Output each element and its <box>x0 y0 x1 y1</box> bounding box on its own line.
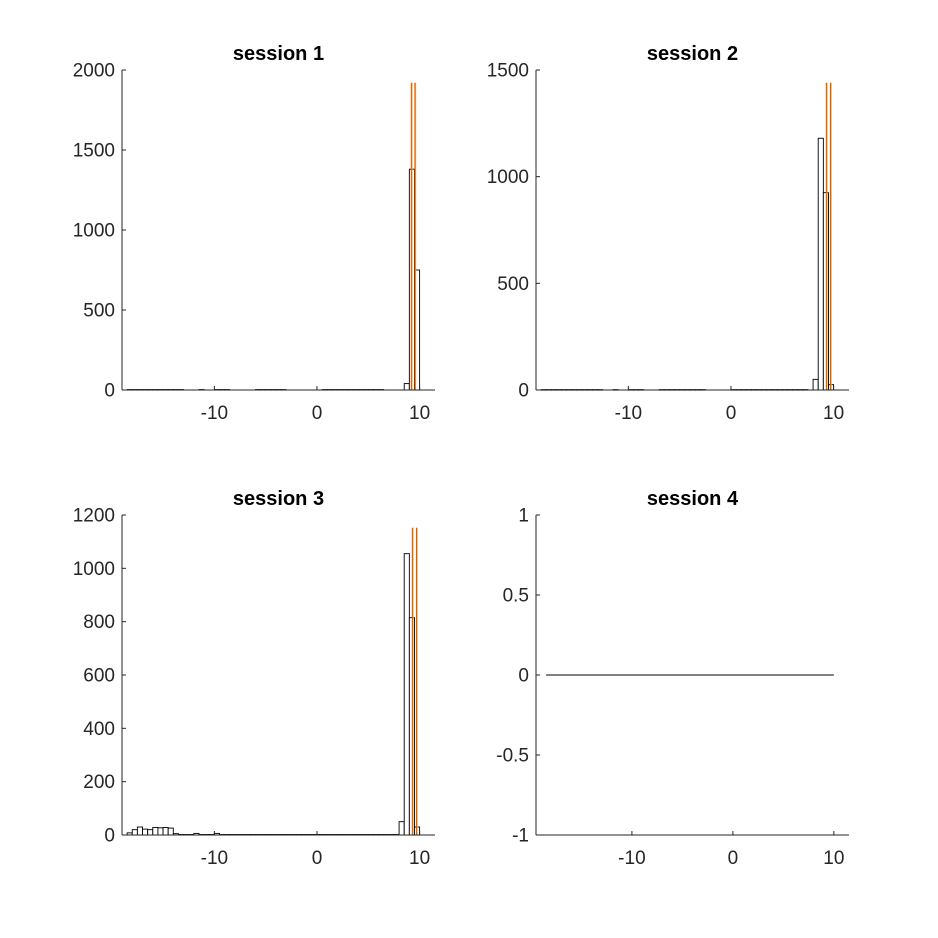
y-tick-label: 1500 <box>73 141 115 162</box>
subplot-3: session 3 0 200 400 600 800 1000 1200 -10 0 10 <box>73 488 435 869</box>
y-tick-label: 500 <box>83 301 115 322</box>
x-tick-label: 10 <box>409 848 430 869</box>
y-tick-label: 0 <box>104 826 115 847</box>
y-tick-label: 200 <box>83 772 115 793</box>
x-tick-label: 10 <box>823 848 844 869</box>
histogram-bar <box>147 829 154 836</box>
y-tick-label: 1500 <box>487 61 529 82</box>
x-tick-label: 0 <box>312 403 323 424</box>
y-tick-label: 2000 <box>73 61 115 82</box>
x-tick-label: 0 <box>312 848 323 869</box>
y-tick-label: 500 <box>497 274 529 295</box>
histogram-bar <box>162 827 169 836</box>
x-tick-label: -10 <box>615 403 642 424</box>
subplot-title: session 3 <box>233 488 324 510</box>
subplot-title: session 4 <box>647 488 739 510</box>
x-tick-label: -10 <box>618 848 645 869</box>
histogram-bar <box>398 821 405 836</box>
x-tick-label: 10 <box>409 403 430 424</box>
x-tick-label: -10 <box>201 403 228 424</box>
subplot-title: session 2 <box>647 43 738 65</box>
histogram-bar <box>152 827 159 836</box>
histogram-bar <box>167 827 174 836</box>
y-tick-label: 1000 <box>487 167 529 188</box>
histogram-bar <box>817 137 824 391</box>
histogram-bar <box>131 829 138 836</box>
y-tick-label: 400 <box>83 719 115 740</box>
y-tick-label: 1000 <box>73 559 115 580</box>
y-tick-label: 0 <box>518 666 529 687</box>
x-tick-label: -10 <box>201 848 228 869</box>
subplot-1: session 1 0 500 1000 1500 2000 -10 0 10 <box>73 43 435 424</box>
x-tick-label: 0 <box>726 403 737 424</box>
histogram-bar <box>142 828 149 836</box>
y-tick-label: 0 <box>104 381 115 402</box>
subplot-4: session 4 -1 -0.5 0 0.5 1 -10 0 10 <box>496 488 849 869</box>
subplot-title: session 1 <box>233 43 324 65</box>
histogram-bar <box>136 826 143 836</box>
y-tick-label: -0.5 <box>496 746 529 767</box>
y-tick-label: 1 <box>518 506 529 527</box>
x-tick-label: 0 <box>728 848 739 869</box>
x-tick-label: 10 <box>823 403 844 424</box>
y-tick-label: 800 <box>83 612 115 633</box>
histogram-bar <box>403 553 410 836</box>
y-tick-label: 1200 <box>73 506 115 527</box>
y-tick-label: 600 <box>83 666 115 687</box>
y-tick-label: 0 <box>518 381 529 402</box>
subplot-2: session 2 0 500 1000 1500 -10 0 10 <box>487 43 849 424</box>
y-tick-label: -1 <box>512 826 529 847</box>
histogram-bar <box>812 378 819 391</box>
histogram-bar <box>403 383 410 391</box>
histogram-bar <box>157 827 164 836</box>
y-tick-label: 0.5 <box>503 586 529 607</box>
y-tick-label: 1000 <box>73 221 115 242</box>
